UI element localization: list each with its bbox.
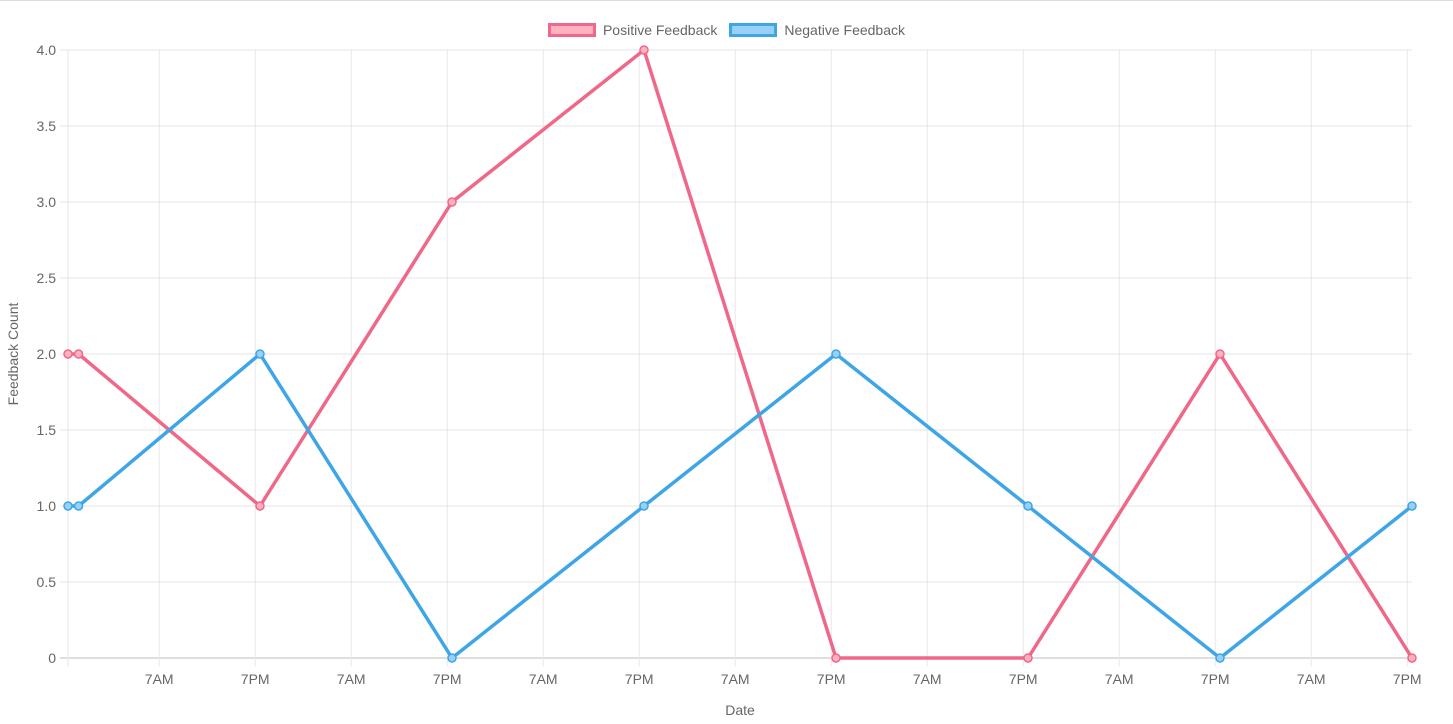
data-point[interactable] xyxy=(1215,653,1225,663)
data-point[interactable] xyxy=(1023,501,1033,511)
x-tick-label: 7PM xyxy=(625,671,654,687)
x-tick-label: 7PM xyxy=(1201,671,1230,687)
series xyxy=(63,45,1417,663)
y-tick-label: 2.5 xyxy=(37,270,57,286)
y-tick-label: 0 xyxy=(48,650,56,666)
x-tick-label: 7AM xyxy=(1297,671,1326,687)
data-point[interactable] xyxy=(639,501,649,511)
data-point[interactable] xyxy=(831,653,841,663)
x-tick-label: 7AM xyxy=(337,671,366,687)
legend-label-negative: Negative Feedback xyxy=(784,22,906,38)
data-point[interactable] xyxy=(1215,349,1225,359)
x-tick-label: 7AM xyxy=(913,671,942,687)
x-tick-label: 7PM xyxy=(1009,671,1038,687)
y-tick-label: 1.0 xyxy=(37,498,57,514)
x-tick-label: 7PM xyxy=(817,671,846,687)
y-tick-label: 3.0 xyxy=(37,194,57,210)
legend-item-positive[interactable]: Positive Feedback xyxy=(547,22,718,38)
axis-labels: Feedback Count Date 0 0.5 1.0 1.5 2.0 2.5 3.0 3… xyxy=(5,42,1422,718)
y-tick-label: 0.5 xyxy=(37,574,57,590)
data-point[interactable] xyxy=(73,501,84,511)
data-point[interactable] xyxy=(63,349,73,359)
y-tick-label: 3.5 xyxy=(37,118,57,134)
x-axis-title: Date xyxy=(725,702,755,718)
x-tick-label: 7PM xyxy=(241,671,270,687)
legend-swatch-negative xyxy=(729,23,778,37)
data-point[interactable] xyxy=(73,349,84,359)
data-point[interactable] xyxy=(63,501,73,511)
x-tick-label: 7AM xyxy=(529,671,558,687)
legend-label-positive: Positive Feedback xyxy=(602,22,718,38)
grid xyxy=(60,49,1412,666)
top-border xyxy=(0,0,1453,1)
data-point[interactable] xyxy=(447,197,457,207)
data-point[interactable] xyxy=(1023,653,1033,663)
legend-swatch-positive xyxy=(547,23,596,37)
x-tick-label: 7AM xyxy=(721,671,750,687)
data-point[interactable] xyxy=(255,349,265,359)
x-tick-label: 7AM xyxy=(145,671,174,687)
y-tick-label: 4.0 xyxy=(37,42,57,58)
data-point[interactable] xyxy=(831,349,841,359)
data-point[interactable] xyxy=(1407,653,1417,663)
x-tick-label: 7PM xyxy=(1393,671,1422,687)
y-tick-label: 2.0 xyxy=(37,346,57,362)
y-tick-label: 1.5 xyxy=(37,422,57,438)
chart-legend: Positive Feedback Negative Feedback xyxy=(0,20,1453,40)
data-point[interactable] xyxy=(1407,501,1417,511)
y-axis-title: Feedback Count xyxy=(5,303,21,406)
data-point[interactable] xyxy=(639,45,649,55)
data-point[interactable] xyxy=(255,501,265,511)
x-tick-label: 7AM xyxy=(1105,671,1134,687)
x-tick-label: 7PM xyxy=(433,671,462,687)
legend-item-negative[interactable]: Negative Feedback xyxy=(729,22,905,38)
data-point[interactable] xyxy=(447,653,457,663)
